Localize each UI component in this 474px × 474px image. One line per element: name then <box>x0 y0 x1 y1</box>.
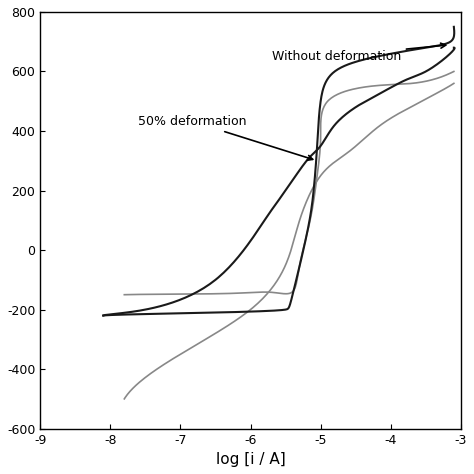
X-axis label: log [i / A]: log [i / A] <box>216 452 285 467</box>
Text: Without deformation: Without deformation <box>272 43 446 63</box>
Text: 50% deformation: 50% deformation <box>138 115 313 160</box>
